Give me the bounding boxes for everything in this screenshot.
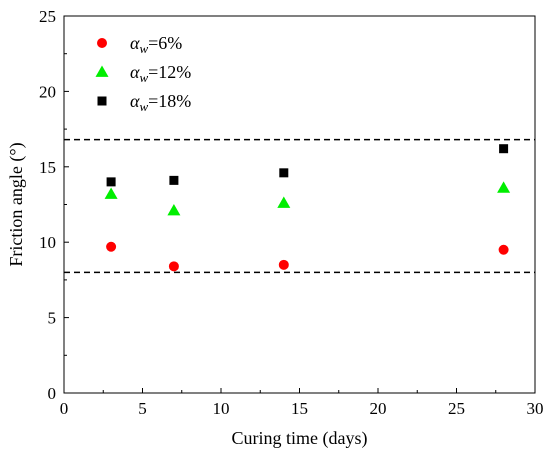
x-tick-label: 15	[291, 399, 308, 418]
x-tick-label: 30	[527, 399, 544, 418]
x-tick-label: 10	[213, 399, 230, 418]
series-2	[104, 181, 511, 216]
legend-label: αw=12%	[130, 62, 191, 85]
data-point-triangle	[104, 187, 118, 199]
x-axis-ticks: 0 5 10 15 20 25 30	[60, 388, 544, 418]
data-point-circle	[278, 259, 289, 270]
y-tick-label: 0	[48, 384, 57, 403]
y-tick-label: 5	[48, 309, 57, 328]
data-point-triangle	[497, 181, 511, 193]
data-points	[104, 144, 511, 272]
data-point-circle	[168, 261, 179, 272]
data-point-circle	[498, 244, 509, 255]
x-tick-label: 5	[138, 399, 147, 418]
legend-marker-square	[97, 96, 107, 106]
x-tick-label: 20	[370, 399, 387, 418]
x-tick-label: 25	[448, 399, 465, 418]
data-point-square	[499, 144, 509, 154]
y-tick-label: 15	[39, 158, 56, 177]
data-point-triangle	[277, 196, 291, 208]
reference-lines	[64, 138, 535, 274]
data-point-square	[106, 177, 116, 187]
legend-marker-circle	[97, 38, 107, 48]
y-tick-label: 20	[39, 82, 56, 101]
series-1	[106, 241, 509, 272]
legend: αw=6% αw=12% αw=18%	[95, 33, 191, 114]
legend-label: αw=6%	[130, 33, 182, 56]
y-axis-ticks: 0 5 10 15 20 25	[39, 7, 69, 403]
x-axis-label: Curing time (days)	[232, 428, 368, 449]
data-point-triangle	[167, 204, 181, 216]
data-point-square	[169, 175, 179, 185]
y-tick-label: 25	[39, 7, 56, 26]
legend-marker-triangle	[95, 65, 109, 77]
data-point-circle	[106, 241, 117, 252]
x-tick-label: 0	[60, 399, 69, 418]
y-tick-label: 10	[39, 233, 56, 252]
series-3	[106, 144, 509, 187]
legend-label: αw=18%	[130, 91, 191, 114]
data-point-square	[279, 168, 289, 178]
y-axis-label: Friction angle (°)	[6, 142, 27, 266]
